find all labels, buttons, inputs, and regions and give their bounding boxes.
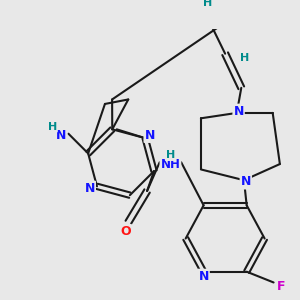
Text: H: H	[166, 150, 175, 160]
Text: N: N	[85, 182, 95, 195]
Text: H: H	[48, 122, 57, 131]
Text: N: N	[145, 129, 155, 142]
Text: N: N	[233, 105, 244, 118]
Text: H: H	[240, 53, 250, 63]
Text: NH: NH	[160, 158, 180, 171]
Text: O: O	[120, 225, 131, 238]
Text: N: N	[198, 270, 209, 283]
Text: N: N	[56, 129, 66, 142]
Text: F: F	[277, 280, 285, 293]
Text: N: N	[241, 176, 251, 188]
Text: H: H	[202, 0, 212, 8]
